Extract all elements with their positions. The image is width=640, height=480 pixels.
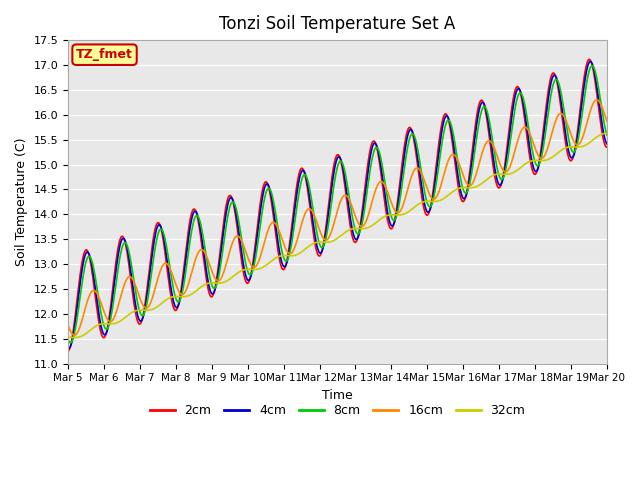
Text: TZ_fmet: TZ_fmet	[76, 48, 133, 61]
4cm	[213, 276, 221, 282]
4cm	[75, 293, 83, 299]
8cm	[64, 336, 72, 342]
8cm	[404, 144, 412, 150]
Y-axis label: Soil Temperature (C): Soil Temperature (C)	[15, 138, 28, 266]
4cm	[65, 346, 72, 351]
32cm	[185, 293, 193, 299]
16cm	[71, 332, 79, 338]
16cm	[75, 328, 83, 334]
16cm	[213, 278, 221, 284]
2cm	[129, 295, 137, 301]
8cm	[213, 280, 221, 286]
Line: 8cm: 8cm	[68, 66, 607, 343]
32cm	[213, 280, 221, 286]
16cm	[64, 323, 72, 328]
2cm	[74, 291, 82, 297]
4cm	[404, 133, 412, 139]
32cm	[64, 335, 72, 340]
2cm	[603, 144, 611, 150]
Line: 32cm: 32cm	[68, 133, 607, 337]
X-axis label: Time: Time	[322, 389, 353, 402]
2cm	[585, 57, 593, 62]
4cm	[130, 292, 138, 298]
16cm	[603, 118, 611, 124]
2cm	[212, 277, 220, 283]
4cm	[603, 141, 611, 147]
4cm	[587, 59, 595, 64]
16cm	[593, 97, 600, 103]
16cm	[185, 280, 193, 286]
Line: 16cm: 16cm	[68, 100, 607, 335]
32cm	[603, 130, 611, 136]
32cm	[75, 334, 83, 340]
2cm	[64, 348, 72, 354]
8cm	[130, 278, 138, 284]
Line: 2cm: 2cm	[68, 60, 607, 351]
16cm	[419, 175, 427, 180]
16cm	[130, 279, 138, 285]
2cm	[403, 130, 411, 136]
8cm	[588, 63, 596, 69]
8cm	[67, 340, 74, 346]
32cm	[404, 209, 412, 215]
32cm	[419, 199, 427, 204]
2cm	[184, 231, 192, 237]
32cm	[71, 335, 79, 340]
Line: 4cm: 4cm	[68, 61, 607, 348]
16cm	[404, 187, 412, 192]
32cm	[130, 309, 138, 314]
8cm	[603, 132, 611, 138]
2cm	[419, 199, 426, 204]
4cm	[419, 195, 427, 201]
4cm	[185, 234, 193, 240]
Legend: 2cm, 4cm, 8cm, 16cm, 32cm: 2cm, 4cm, 8cm, 16cm, 32cm	[145, 399, 531, 422]
8cm	[75, 306, 83, 312]
4cm	[64, 345, 72, 351]
8cm	[419, 182, 427, 188]
Title: Tonzi Soil Temperature Set A: Tonzi Soil Temperature Set A	[220, 15, 456, 33]
8cm	[185, 247, 193, 253]
